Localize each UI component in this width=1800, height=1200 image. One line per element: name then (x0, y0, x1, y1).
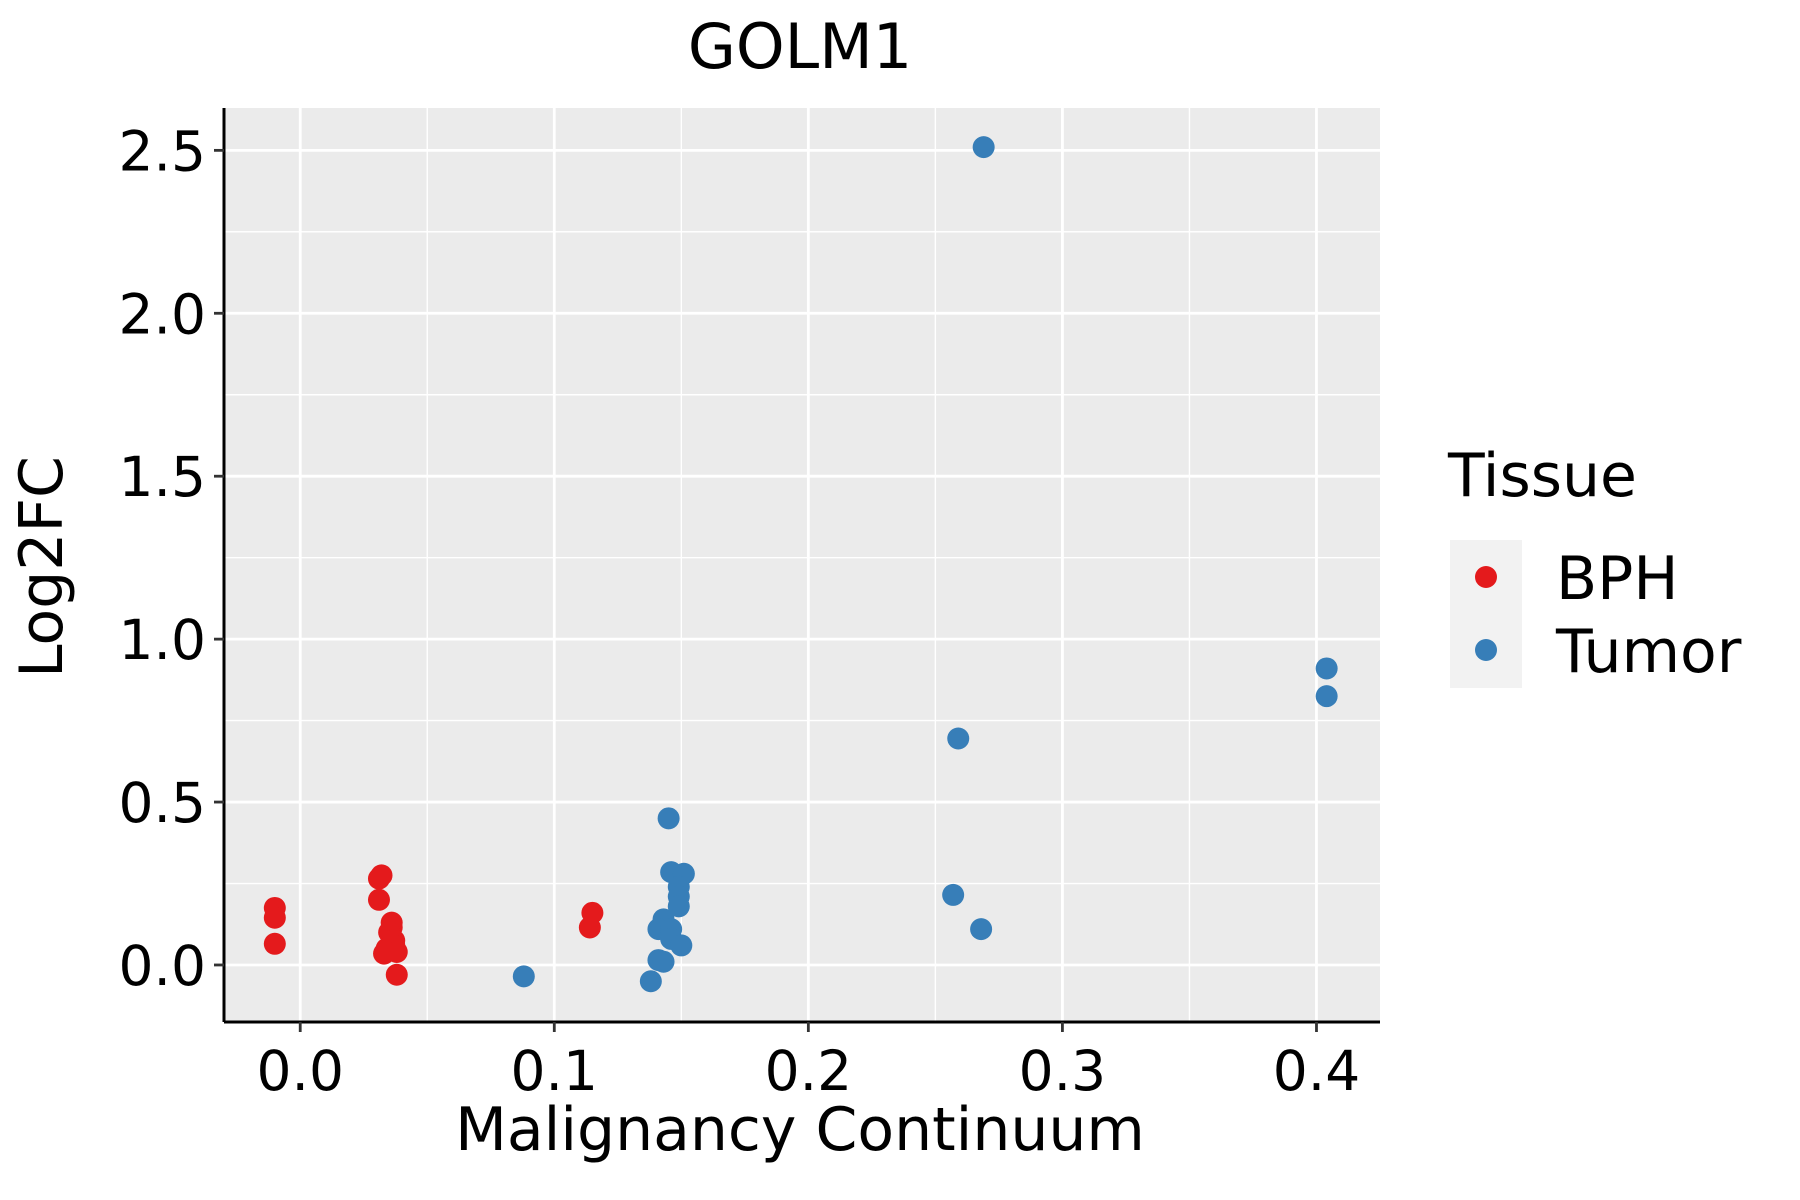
data-point-tumor (1315, 657, 1338, 680)
data-point-tumor (947, 727, 970, 750)
data-point-bph (370, 864, 393, 887)
x-tick-label: 0.4 (1273, 1039, 1360, 1103)
y-tick-label: 0.5 (119, 771, 206, 835)
x-tick-label: 0.2 (765, 1039, 852, 1103)
x-tick-label: 0.3 (1019, 1039, 1106, 1103)
y-tick-label: 0.0 (119, 934, 206, 998)
data-point-tumor (667, 895, 690, 918)
y-tick-label: 2.0 (119, 282, 206, 346)
y-tick-label: 2.5 (119, 119, 206, 183)
y-axis-ticks: 0.0 0.5 1.0 1.5 2.0 2.5 (119, 119, 224, 998)
data-point-tumor (972, 136, 995, 159)
data-point-bph (385, 963, 408, 986)
data-point-tumor (670, 934, 693, 957)
data-point-tumor (652, 950, 675, 973)
data-point-tumor (942, 883, 965, 906)
data-point-bph (367, 888, 390, 911)
legend-key-tumor (1475, 639, 1497, 661)
legend-title: Tissue (1447, 441, 1637, 511)
data-point-bph (263, 932, 286, 955)
legend-label-tumor: Tumor (1555, 617, 1742, 687)
legend-key-bph (1475, 566, 1497, 588)
data-point-bph (578, 916, 601, 939)
data-point-tumor (512, 965, 535, 988)
y-axis-title: Log2FC (7, 456, 77, 678)
legend-key-background (1450, 540, 1522, 688)
y-tick-label: 1.0 (119, 608, 206, 672)
data-points (263, 136, 1338, 993)
data-point-bph (385, 940, 408, 963)
data-point-bph (263, 906, 286, 929)
x-axis-ticks: 0.0 0.1 0.2 0.3 0.4 (256, 1022, 1360, 1103)
major-gridlines (224, 108, 1380, 1022)
x-tick-label: 0.0 (256, 1039, 343, 1103)
x-tick-label: 0.1 (511, 1039, 598, 1103)
plot-panel (224, 108, 1380, 1022)
y-tick-label: 1.5 (119, 445, 206, 509)
legend: Tissue BPH Tumor (1447, 441, 1742, 688)
data-point-tumor (970, 918, 993, 941)
chart-title: GOLM1 (688, 10, 912, 83)
minor-gridlines (224, 108, 1380, 1022)
x-axis-title: Malignancy Continuum (455, 1095, 1145, 1165)
data-point-tumor (1315, 685, 1338, 708)
data-point-tumor (639, 970, 662, 993)
legend-label-bph: BPH (1556, 544, 1678, 614)
data-point-tumor (657, 807, 680, 830)
